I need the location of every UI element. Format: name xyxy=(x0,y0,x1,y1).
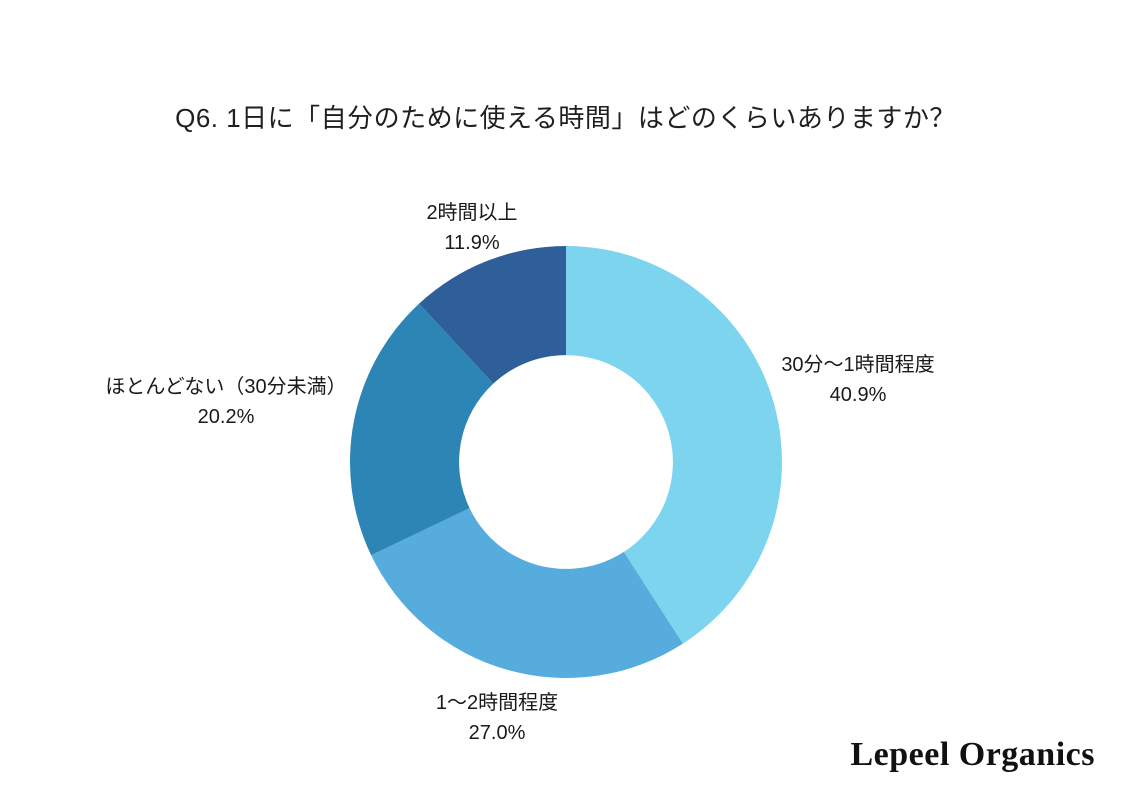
segment-percentage: 27.0% xyxy=(468,722,526,744)
segment-name: ほとんどない（30分未満） xyxy=(105,376,347,398)
brand-logo: Lepeel Organics xyxy=(850,736,1095,773)
pie-segment-0 xyxy=(566,246,782,644)
segment-name: 1〜2時間程度 xyxy=(435,692,559,714)
segment-percentage: 40.9% xyxy=(829,384,887,406)
pie-segment-1 xyxy=(371,508,683,678)
segment-label-2hours-plus: 2時間以上 11.9% xyxy=(426,198,517,258)
segment-name: 2時間以上 xyxy=(426,202,518,224)
segment-percentage: 11.9% xyxy=(444,232,500,254)
chart-title: Q6. 1日に「自分のために使える時間」はどのくらいありますか？ xyxy=(175,103,956,133)
pie-segment-3 xyxy=(419,246,566,384)
segment-name: 30分〜1時間程度 xyxy=(781,354,935,376)
donut-chart xyxy=(350,246,782,678)
pie-segment-2 xyxy=(350,303,494,556)
segment-label-almost-none: ほとんどない（30分未満） 20.2% xyxy=(105,372,346,432)
segment-label-1-2hours: 1〜2時間程度 27.0% xyxy=(436,688,558,748)
segment-percentage: 20.2% xyxy=(197,406,255,428)
segment-label-30min-1hour: 30分〜1時間程度 40.9% xyxy=(781,350,934,410)
